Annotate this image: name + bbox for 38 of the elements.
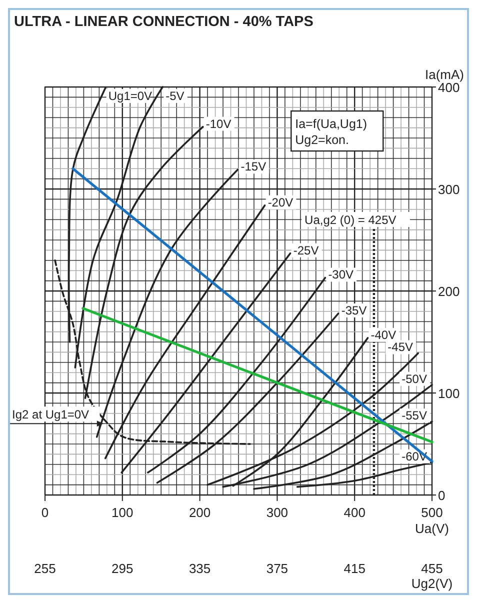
x-tick-label: 500 xyxy=(421,505,443,520)
x-tick-label: 100 xyxy=(112,505,134,520)
x-axis-title: Ua(V) xyxy=(415,521,449,536)
series-label: -55V xyxy=(402,408,427,423)
annotation: Ug2=kon. xyxy=(295,133,349,147)
series-label: -40V xyxy=(370,328,396,342)
x2-tick-label: 415 xyxy=(344,561,366,576)
series-label: -15V xyxy=(240,160,266,174)
series-label: -60V xyxy=(402,449,427,464)
x-tick-label: 200 xyxy=(188,505,211,520)
series-label: Ug1=0V xyxy=(108,89,152,103)
annotation: Ia=f(Ua,Ug1) xyxy=(295,117,368,131)
series-label: -5V xyxy=(166,89,184,103)
series-label: -30V xyxy=(328,268,354,282)
annotation: Ig2 at Ug1=0V xyxy=(12,408,90,422)
x2-tick-label: 295 xyxy=(112,561,134,576)
series-label: -50V xyxy=(402,372,427,386)
series-label: -10V xyxy=(206,116,232,131)
x2-tick-label: 335 xyxy=(188,561,211,576)
series-label: -25V xyxy=(293,243,319,258)
y-axis-title: Ia(mA) xyxy=(425,67,464,82)
x-tick-label: 400 xyxy=(344,505,366,520)
x-tick-label: 300 xyxy=(266,505,288,520)
x2-tick-label: 255 xyxy=(34,561,56,576)
x2-tick-label: 455 xyxy=(421,561,443,576)
ref-line-label: Ua,g2 (0) = 425V xyxy=(304,213,396,227)
series-label: -45V xyxy=(388,340,414,354)
y-tick-label: 200 xyxy=(438,284,460,299)
series-label: -20V xyxy=(268,195,294,210)
y-tick-label: 300 xyxy=(438,182,460,197)
x2-tick-label: 375 xyxy=(266,561,288,576)
chart-title: ULTRA - LINEAR CONNECTION - 40% TAPS xyxy=(14,14,314,30)
y-tick-label: 100 xyxy=(438,386,460,401)
x2-axis-title: Ug2(V) xyxy=(411,576,453,591)
series-label: -35V xyxy=(341,303,367,318)
y-tick-label: 400 xyxy=(438,80,460,95)
y-tick-label: 0 xyxy=(438,488,446,503)
x-tick-label: 0 xyxy=(41,505,49,520)
